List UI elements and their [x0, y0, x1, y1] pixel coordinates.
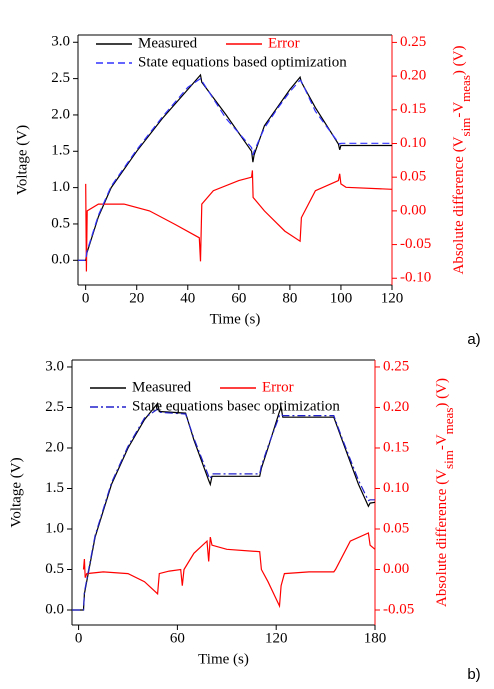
y2-tick-label: 0.10: [400, 135, 426, 151]
series-line: [72, 402, 376, 611]
x-tick-label: 20: [129, 290, 144, 306]
x-tick-label: 100: [330, 290, 353, 306]
y2-label-part: V: [434, 434, 450, 445]
x-tick-label: 0: [82, 290, 90, 306]
x-tick-label: 0: [75, 630, 83, 646]
y-tick-label: 2.0: [51, 106, 70, 122]
x-axis-label: Time (s): [210, 311, 261, 327]
y2-label-part: ) (V): [451, 46, 467, 76]
legend-label: Error: [268, 35, 300, 51]
y-tick-label: 0.0: [51, 252, 70, 268]
y2-label-part: Absolute difference (: [451, 147, 467, 274]
y2-tick-label: -0.05: [383, 601, 414, 617]
legend-label: State equations based optimization: [138, 54, 347, 70]
series-line: [78, 77, 392, 261]
y2-tick-label: 0.05: [400, 169, 426, 185]
y2-label-part: meas: [441, 408, 456, 435]
y-tick-label: 2.5: [51, 70, 70, 86]
y2-label-part: -: [451, 113, 467, 118]
y2-label-part: ) (V): [434, 378, 450, 408]
y2-tick-label: 0.00: [400, 202, 426, 218]
y-axis-label: Voltage (V): [8, 457, 24, 527]
legend-label: Measured: [138, 35, 198, 51]
panel-label: b): [467, 666, 480, 683]
y-tick-label: 1.0: [51, 179, 70, 195]
y-tick-label: 1.5: [45, 480, 64, 496]
y2-tick-label: 0.00: [383, 561, 409, 577]
y2-label-part: -: [434, 445, 450, 450]
panel-label: a): [467, 331, 480, 348]
y2-tick-label: 0.20: [400, 68, 426, 84]
y2-axis-label: Absolute difference (Vsim-Vmeas) (V): [451, 46, 473, 275]
y2-tick-label: 0.15: [383, 439, 409, 455]
y2-tick-label: 0.15: [400, 101, 426, 117]
y2-label-part: meas: [458, 75, 473, 102]
x-tick-label: 80: [282, 290, 297, 306]
y-tick-label: 2.5: [45, 399, 64, 415]
y-axis-label: Voltage (V): [14, 125, 30, 195]
y2-tick-label: 0.10: [383, 480, 409, 496]
y2-tick-label: 0.25: [383, 358, 409, 374]
y-tick-label: 3.0: [51, 34, 70, 50]
legend-label: State equations basec optimization: [132, 398, 340, 414]
x-tick-label: 180: [364, 630, 387, 646]
legend-label: Measured: [132, 379, 192, 395]
y2-label-part: V: [434, 469, 450, 480]
y2-label-part: sim: [458, 118, 473, 137]
y2-label-part: Absolute difference (: [434, 480, 450, 607]
y2-axis-label: Absolute difference (Vsim-Vmeas) (V): [434, 378, 456, 607]
y-tick-label: 0.5: [51, 215, 70, 231]
x-axis-label: Time (s): [198, 651, 249, 667]
y2-label-part: V: [451, 136, 467, 147]
y-tick-label: 3.0: [45, 358, 64, 374]
y2-tick-label: -0.05: [400, 236, 431, 252]
series-line: [72, 408, 375, 611]
legend-label: Error: [262, 379, 294, 395]
x-tick-label: 40: [180, 290, 195, 306]
y2-tick-label: 0.25: [400, 34, 426, 50]
y2-tick-label: -0.10: [400, 270, 431, 286]
y-tick-label: 2.0: [45, 439, 64, 455]
x-tick-label: 120: [265, 630, 288, 646]
y-tick-label: 1.5: [51, 143, 70, 159]
y2-label-part: sim: [441, 450, 456, 469]
y-tick-label: 0.5: [45, 561, 64, 577]
x-tick-label: 120: [381, 290, 404, 306]
y-tick-label: 1.0: [45, 520, 64, 536]
x-tick-label: 60: [170, 630, 185, 646]
y2-tick-label: 0.05: [383, 520, 409, 536]
y-tick-label: 0.0: [45, 601, 64, 617]
series-line: [78, 73, 392, 261]
series-line: [82, 532, 376, 609]
y2-label-part: V: [451, 102, 467, 113]
y2-tick-label: 0.20: [383, 399, 409, 415]
x-tick-label: 60: [231, 290, 246, 306]
series-line: [85, 170, 393, 272]
